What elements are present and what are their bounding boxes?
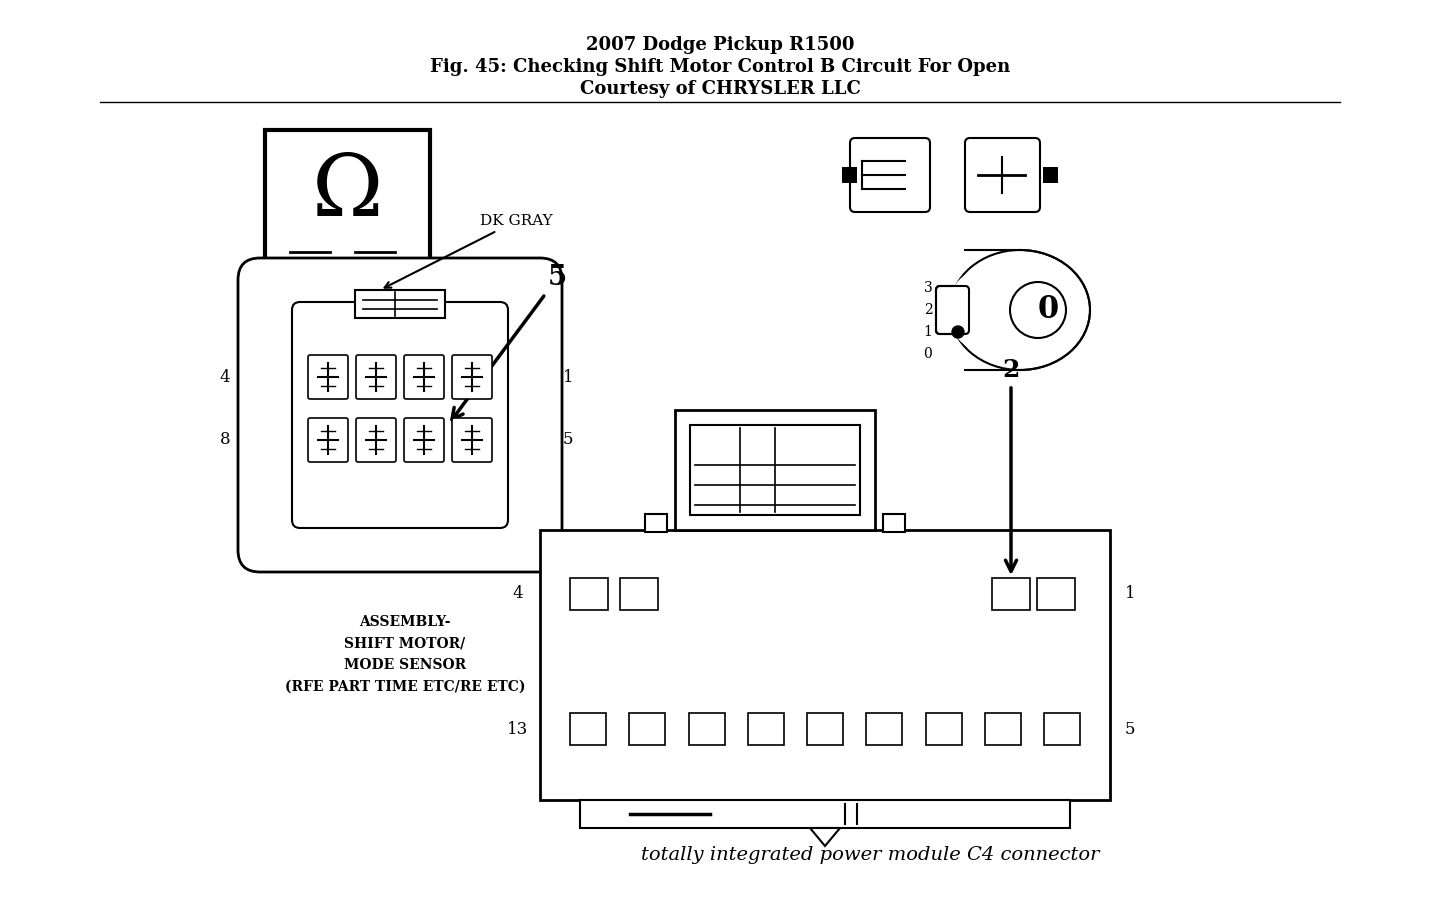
FancyBboxPatch shape xyxy=(452,418,492,462)
Bar xyxy=(1044,713,1080,745)
Bar xyxy=(992,578,1030,610)
Text: 0: 0 xyxy=(923,347,932,361)
Text: 2: 2 xyxy=(1002,358,1020,382)
Bar xyxy=(629,713,665,745)
Text: 5: 5 xyxy=(1125,721,1135,737)
Bar xyxy=(1043,167,1058,183)
Text: Courtesy of CHRYSLER LLC: Courtesy of CHRYSLER LLC xyxy=(579,80,861,98)
Bar xyxy=(570,713,606,745)
Text: Ω: Ω xyxy=(312,150,383,234)
Text: ASSEMBLY-
SHIFT MOTOR/
MODE SENSOR
(RFE PART TIME ETC/RE ETC): ASSEMBLY- SHIFT MOTOR/ MODE SENSOR (RFE … xyxy=(285,615,526,694)
Bar xyxy=(356,290,445,318)
Bar xyxy=(645,514,667,532)
Circle shape xyxy=(1009,282,1066,338)
FancyBboxPatch shape xyxy=(308,355,348,399)
FancyBboxPatch shape xyxy=(238,258,562,572)
FancyBboxPatch shape xyxy=(936,286,969,334)
Bar xyxy=(690,425,860,515)
Bar xyxy=(688,713,724,745)
Text: 3: 3 xyxy=(923,281,932,295)
Bar xyxy=(842,167,857,183)
Text: 5: 5 xyxy=(563,431,573,448)
Bar xyxy=(580,800,1070,828)
Text: 4: 4 xyxy=(220,368,230,385)
Bar xyxy=(985,713,1021,745)
Polygon shape xyxy=(809,828,840,846)
Bar xyxy=(867,713,903,745)
Bar xyxy=(926,713,962,745)
Bar xyxy=(675,410,876,530)
Text: totally integrated power module C4 connector: totally integrated power module C4 conne… xyxy=(641,846,1099,864)
FancyBboxPatch shape xyxy=(356,418,396,462)
Text: DK GRAY: DK GRAY xyxy=(384,214,553,288)
Text: 2007 Dodge Pickup R1500: 2007 Dodge Pickup R1500 xyxy=(586,36,854,54)
FancyBboxPatch shape xyxy=(965,138,1040,212)
Text: Fig. 45: Checking Shift Motor Control B Circuit For Open: Fig. 45: Checking Shift Motor Control B … xyxy=(431,58,1009,76)
Bar xyxy=(540,530,1110,800)
FancyBboxPatch shape xyxy=(356,355,396,399)
Bar xyxy=(883,514,904,532)
FancyBboxPatch shape xyxy=(850,138,930,212)
Text: 5: 5 xyxy=(452,264,567,419)
FancyBboxPatch shape xyxy=(405,355,444,399)
Bar xyxy=(806,713,842,745)
Text: 13: 13 xyxy=(507,721,528,737)
Bar xyxy=(621,578,658,610)
Bar xyxy=(570,578,608,610)
Text: 4: 4 xyxy=(513,586,523,602)
Text: 1: 1 xyxy=(563,368,573,385)
Text: 2: 2 xyxy=(923,303,932,317)
Ellipse shape xyxy=(950,250,1090,370)
FancyBboxPatch shape xyxy=(452,355,492,399)
Bar xyxy=(1037,578,1076,610)
FancyBboxPatch shape xyxy=(292,302,508,528)
Text: 1: 1 xyxy=(1125,586,1135,602)
Text: 1: 1 xyxy=(923,325,933,339)
Text: 0: 0 xyxy=(1037,294,1058,326)
Bar xyxy=(265,130,431,270)
Text: 8: 8 xyxy=(220,431,230,448)
Circle shape xyxy=(952,326,963,338)
Bar xyxy=(747,713,783,745)
FancyBboxPatch shape xyxy=(405,418,444,462)
Ellipse shape xyxy=(948,266,1037,354)
FancyBboxPatch shape xyxy=(308,418,348,462)
